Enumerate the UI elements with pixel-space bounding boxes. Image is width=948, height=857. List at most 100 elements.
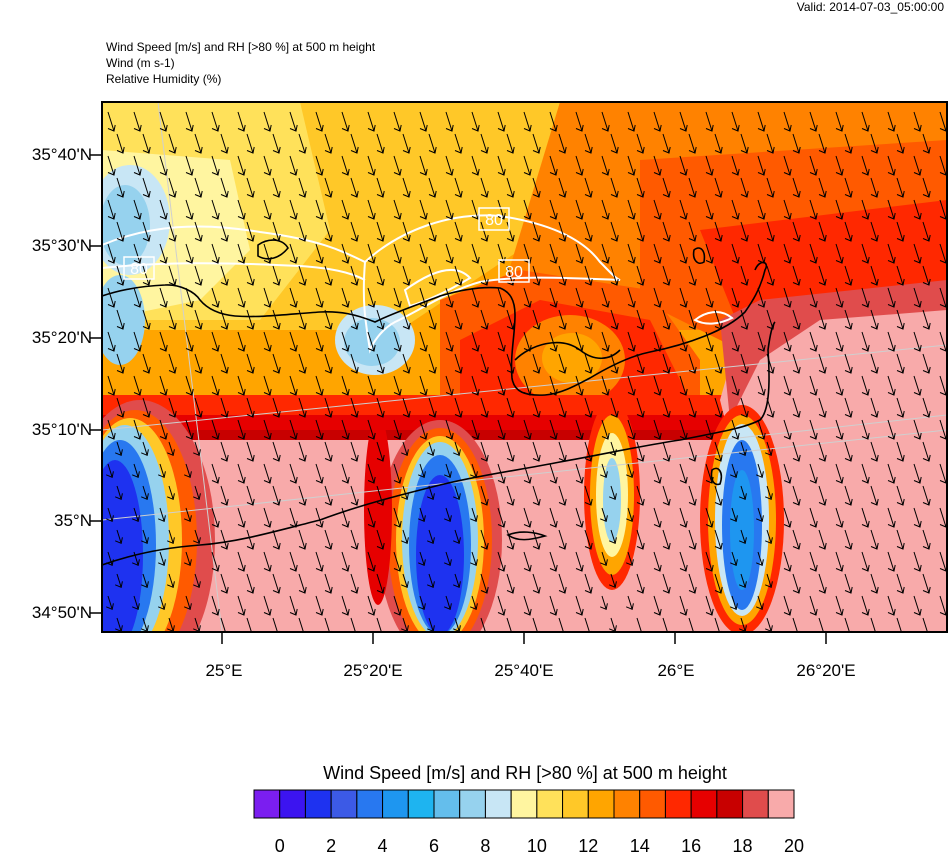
wind-arrow — [705, 375, 714, 396]
wind-arrow — [575, 243, 584, 264]
wind-arrow — [401, 441, 409, 456]
wind-arrow — [688, 441, 697, 462]
wind-arrow — [688, 309, 697, 330]
wind-arrow — [714, 397, 723, 418]
wind-arrow — [194, 265, 203, 286]
wind-arrow — [653, 287, 662, 308]
wind-arrow — [549, 463, 558, 484]
wind-arrow — [757, 419, 766, 440]
wind-arrow — [731, 375, 740, 396]
wind-arrow — [679, 419, 688, 440]
svg-text:80: 80 — [130, 261, 148, 278]
wind-arrow — [558, 485, 567, 506]
colorbar-swatch — [382, 789, 409, 819]
wind-arrow — [427, 485, 435, 500]
rh-label-1: 80 — [123, 256, 155, 280]
wind-arrow — [444, 595, 452, 610]
wind-arrow — [454, 133, 463, 154]
wind-arrow — [115, 529, 123, 544]
wind-arrow — [809, 111, 818, 132]
wind-arrow — [194, 177, 203, 198]
wind-arrow — [211, 111, 220, 132]
wind-arrow — [896, 617, 905, 632]
wind-arrow — [861, 595, 870, 616]
wind-arrow — [584, 441, 593, 462]
wind-arrow — [506, 177, 515, 198]
wind-arrow — [792, 309, 801, 330]
wind-arrow — [106, 463, 114, 478]
wind-arrow — [159, 375, 168, 396]
wind-arrow — [792, 441, 801, 462]
wind-arrow — [922, 353, 931, 374]
wind-arrow — [835, 111, 844, 132]
wind-arrow — [575, 463, 584, 484]
colorbar-tick-label: 2 — [326, 836, 337, 856]
wind-arrow — [558, 617, 567, 632]
wind-arrow — [324, 397, 333, 418]
wind-arrow — [783, 463, 792, 484]
wind-arrow — [428, 353, 437, 374]
colorbar-swatch — [690, 789, 718, 819]
wind-arrow — [350, 265, 359, 286]
wind-arrow — [246, 133, 255, 154]
wind-arrow — [679, 375, 688, 396]
wind-arrow — [818, 177, 827, 198]
wind-arrow — [185, 199, 194, 220]
wind-arrow — [757, 111, 766, 132]
wind-arrow — [653, 155, 662, 176]
wind-arrow — [237, 199, 246, 220]
colorbar-swatch — [562, 789, 589, 819]
wind-arrow — [168, 309, 177, 330]
wind-arrow — [401, 573, 409, 588]
wind-arrow — [184, 463, 192, 478]
wind-arrow — [714, 441, 723, 462]
wind-arrow — [844, 309, 853, 330]
wind-arrow — [350, 485, 359, 506]
wind-arrow — [688, 221, 697, 242]
wind-arrow — [341, 551, 350, 572]
wind-arrow — [636, 265, 645, 286]
wind-arrow — [350, 573, 359, 594]
wind-arrow — [913, 111, 922, 132]
wind-arrow — [220, 353, 229, 374]
wind-arrow — [427, 573, 435, 588]
wind-arrow — [731, 419, 740, 440]
wind-arrow — [315, 595, 324, 616]
wind-arrow — [454, 309, 463, 330]
wind-arrow — [679, 331, 688, 352]
wind-arrow — [714, 133, 723, 154]
wind-arrow — [506, 485, 515, 506]
wind-arrow — [168, 221, 177, 242]
wind-arrow — [107, 243, 116, 264]
wind-arrow — [263, 287, 272, 308]
wind-arrow — [523, 199, 532, 220]
wind-arrow — [558, 397, 567, 418]
wind-arrow — [532, 529, 541, 550]
wind-arrow — [844, 397, 853, 418]
wind-arrow — [272, 397, 281, 418]
wind-arrow — [549, 287, 558, 308]
colorbar-swatch — [613, 789, 641, 819]
wind-arrow — [298, 353, 307, 374]
wind-arrow — [653, 375, 662, 396]
wind-arrow — [194, 309, 203, 330]
wind-arrow — [220, 221, 229, 242]
wind-arrow — [132, 595, 140, 610]
wind-arrow — [315, 419, 324, 440]
wind-arrow — [445, 331, 454, 352]
wind-arrow — [679, 551, 688, 572]
colorbar-swatch — [484, 789, 512, 819]
wind-arrow — [653, 551, 662, 572]
wind-arrow — [107, 419, 116, 440]
wind-arrow — [193, 441, 201, 456]
wind-arrow — [272, 265, 281, 286]
wind-arrow — [497, 331, 506, 352]
wind-arrow — [324, 617, 333, 632]
wind-arrow — [393, 595, 402, 616]
wind-arrow — [246, 309, 255, 330]
wind-arrow — [428, 177, 437, 198]
wind-arrow — [272, 573, 281, 594]
wind-arrow — [549, 111, 558, 132]
wind-arrow — [237, 331, 246, 352]
wind-arrow — [194, 221, 203, 242]
